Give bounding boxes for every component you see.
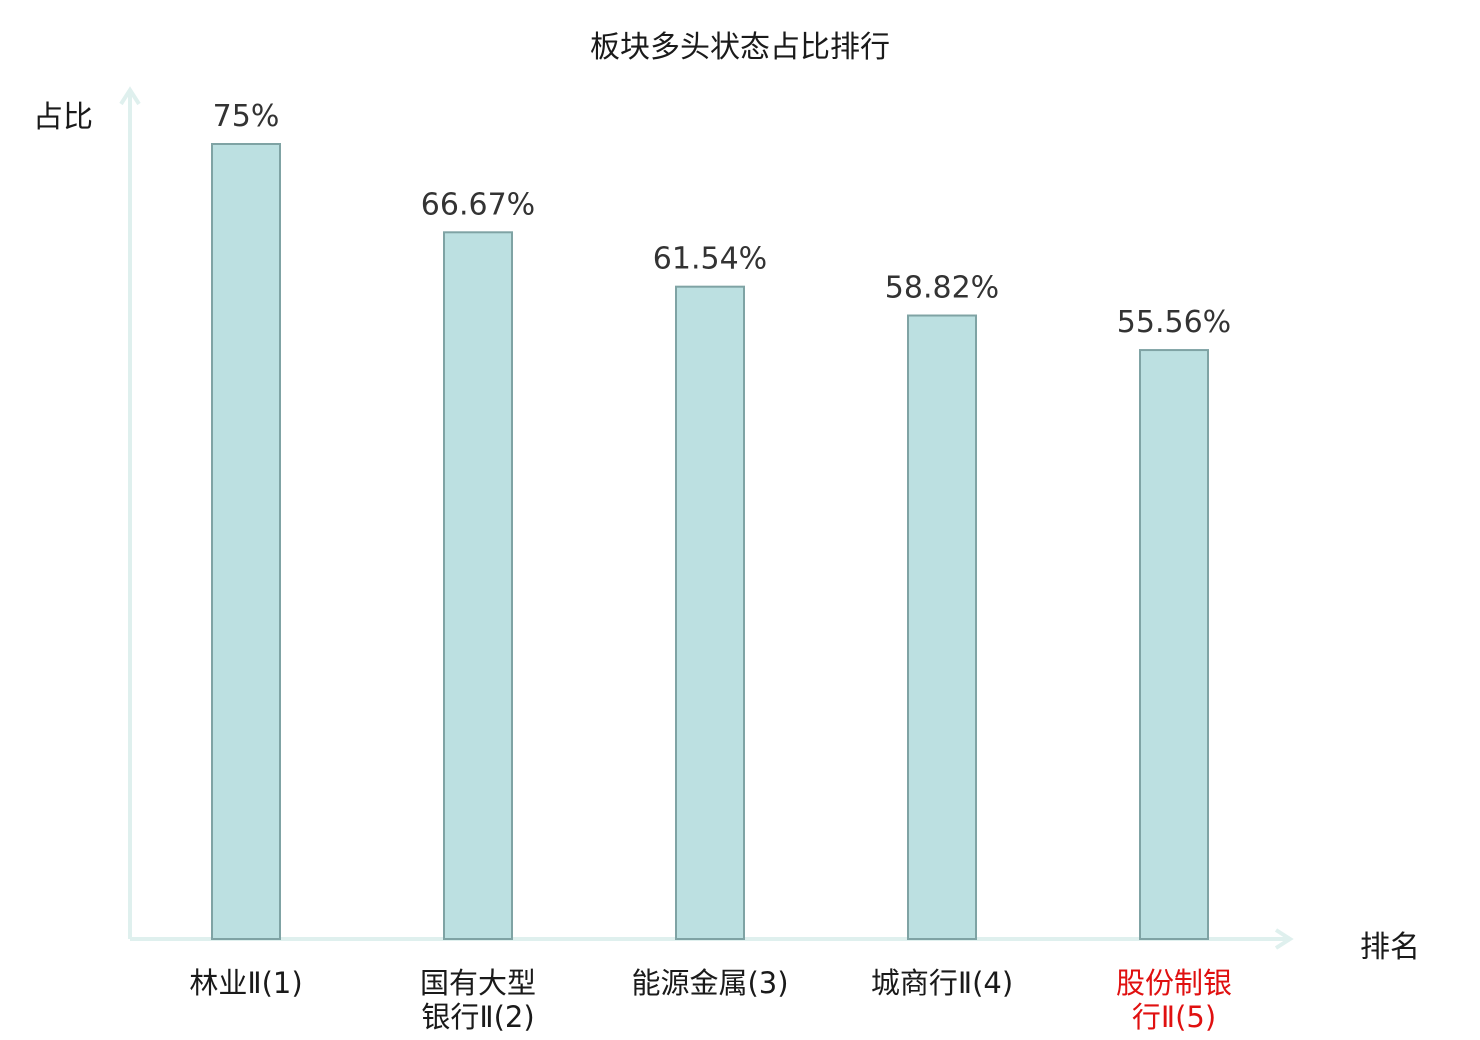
y-axis-arrow [119,86,141,106]
value-labels: 75% 66.67% 61.54% 58.82% 55.56% [213,99,1232,340]
bar [1139,349,1209,940]
chart-title: 板块多头状态占比排行 [590,30,890,65]
bar-series [211,143,1209,941]
bar-value-label: 75% [213,99,280,134]
bar [675,285,745,940]
bar-value-label: 58.82% [885,271,999,306]
y-axis-label: 占比 [33,100,93,135]
bar [907,314,977,940]
bar [211,143,281,940]
category-label: 股份制银 行Ⅱ(5) [1115,966,1232,1034]
bar [443,231,513,941]
x-axis-arrow [1274,928,1294,950]
bar-value-label: 66.67% [421,187,535,222]
x-axis-label: 排名 [1360,930,1420,965]
bar-value-label: 55.56% [1117,305,1231,340]
category-label: 能源金属(3) [631,966,789,1000]
category-label: 城商行Ⅱ(4) [870,966,1014,1000]
bar-value-label: 61.54% [653,242,767,277]
category-label: 林业Ⅱ(1) [189,966,303,1000]
category-label: 国有大型 银行Ⅱ(2) [419,966,536,1034]
